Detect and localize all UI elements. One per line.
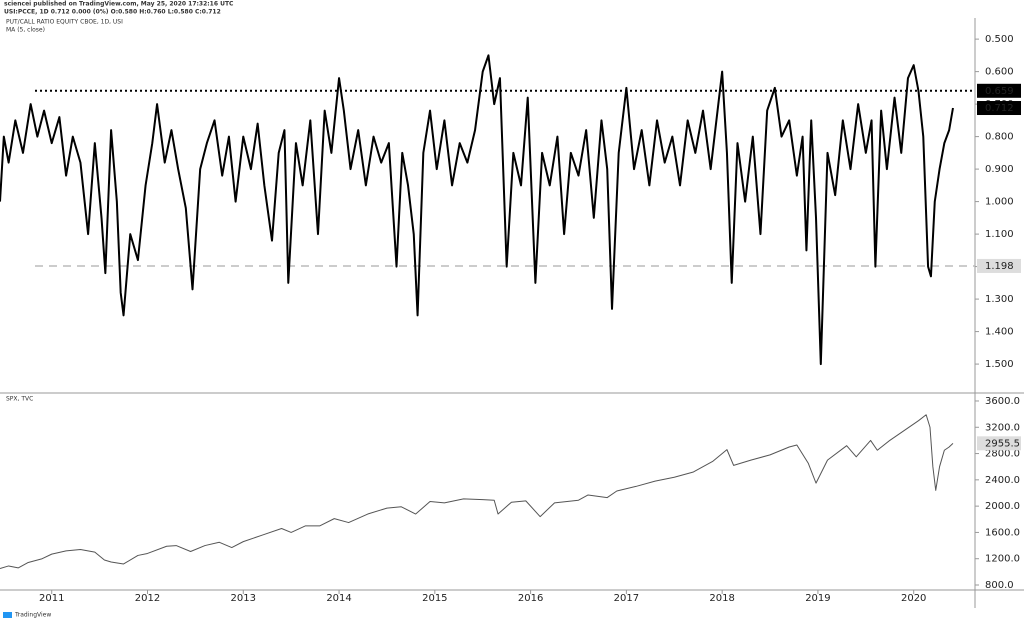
y-tick-label: 3600.0 (985, 396, 1020, 407)
footer-brand: TradingView (14, 612, 51, 619)
pane-title: PUT/CALL RATIO EQUITY CBOE, 1D, USI (6, 19, 123, 26)
y-tick-label: 0.800 (985, 132, 1014, 143)
x-tick-label: 2018 (709, 593, 734, 604)
y-tick-label: 0.900 (985, 164, 1014, 175)
x-tick-label: 2017 (614, 593, 639, 604)
x-tick-label: 2013 (231, 593, 256, 604)
header-published: sciencei published on TradingView.com, M… (4, 1, 234, 8)
header-symbol: USI:PCCE, 1D 0.712 0.000 (0%) O:0.580 H:… (4, 9, 221, 16)
x-tick-label: 2015 (422, 593, 447, 604)
y-tick-label: 2800.0 (985, 449, 1020, 460)
x-tick-label: 2016 (518, 593, 543, 604)
y-tick-label: 1.000 (985, 197, 1014, 208)
y-tick-label: 1.300 (985, 294, 1014, 305)
y-tick-label: 2400.0 (985, 475, 1020, 486)
series-line (0, 414, 954, 570)
y-tick-label: 1.500 (985, 359, 1014, 370)
last-value-box (977, 101, 1021, 116)
reference-label: 1.198 (985, 261, 1014, 272)
last-value-box (977, 436, 1021, 451)
y-tick-label: 1.400 (985, 327, 1014, 338)
x-tick-label: 2012 (135, 593, 160, 604)
x-tick-label: 2019 (805, 593, 830, 604)
x-tick-label: 2020 (901, 593, 926, 604)
y-tick-label: 1.100 (985, 229, 1014, 240)
y-tick-label: 3200.0 (985, 422, 1020, 433)
reference-label-box (977, 258, 1021, 273)
last-value-label: 0.712 (985, 103, 1014, 114)
series-line (0, 54, 954, 366)
x-tick-label: 2011 (39, 593, 64, 604)
x-tick-label: 2014 (326, 593, 351, 604)
y-tick-label: 0.600 (985, 67, 1014, 78)
reference-label-box (977, 83, 1021, 98)
y-tick-label: 0.500 (985, 34, 1014, 45)
pane-title: SPX, TVC (6, 396, 33, 403)
reference-label: 0.659 (985, 86, 1014, 97)
y-tick-label: 2000.0 (985, 501, 1020, 512)
logo (3, 612, 12, 618)
pane-subtitle: MA (5, close) (6, 27, 45, 34)
y-tick-label: 1600.0 (985, 527, 1020, 538)
y-tick-label: 800.0 (985, 580, 1014, 591)
last-value-label: 2955.5 (985, 438, 1020, 449)
y-tick-label: 1200.0 (985, 554, 1020, 565)
